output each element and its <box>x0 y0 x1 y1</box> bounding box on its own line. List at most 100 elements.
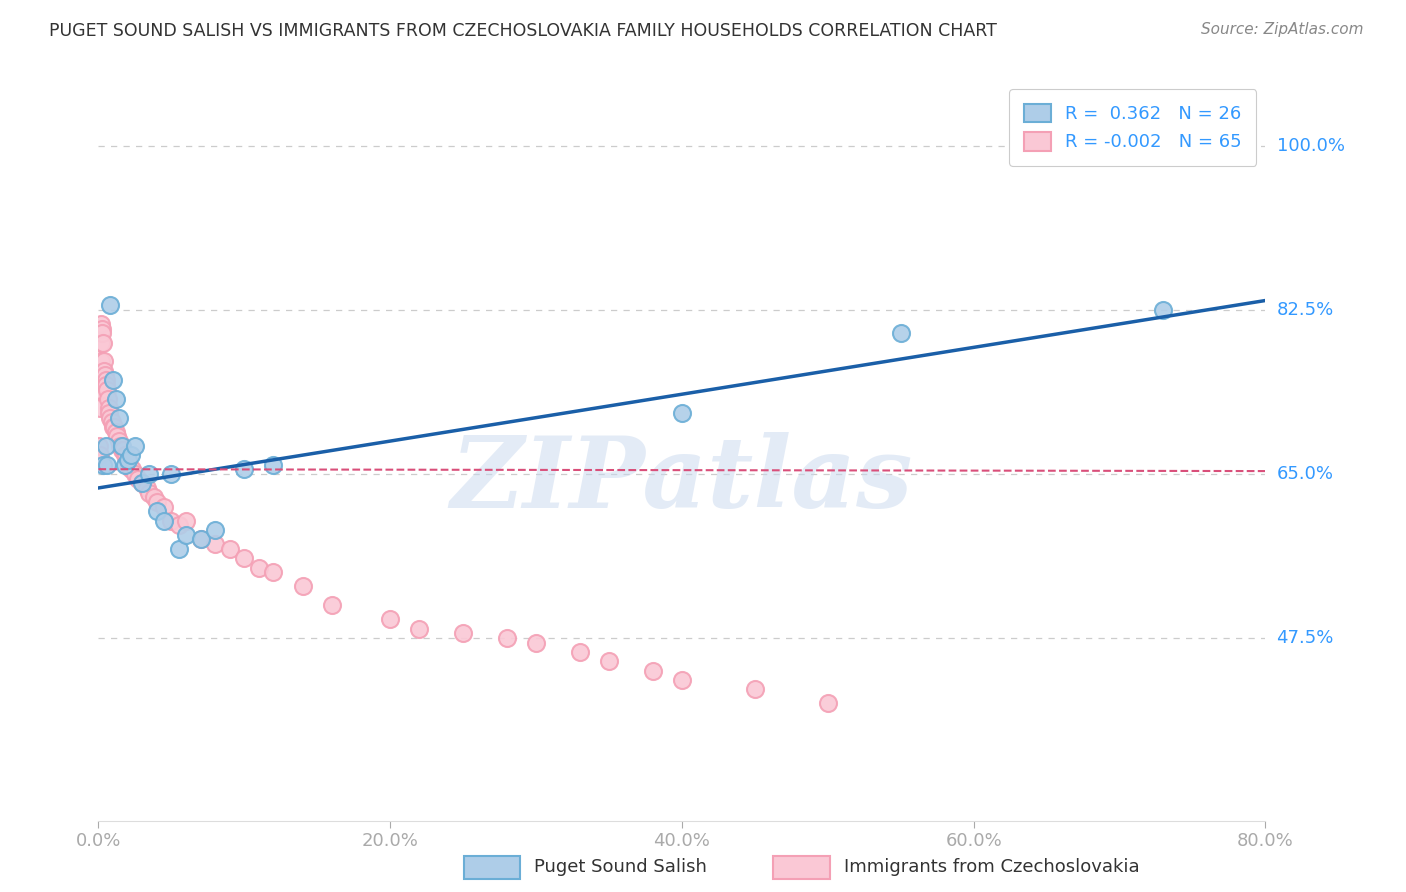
Point <box>93 354 115 368</box>
Point <box>378 612 402 626</box>
Point <box>153 500 176 514</box>
Point <box>98 406 121 420</box>
Point <box>233 551 256 566</box>
Point <box>131 476 153 491</box>
Point <box>124 467 146 481</box>
Point <box>114 458 136 472</box>
Text: Immigrants from Czechoslovakia: Immigrants from Czechoslovakia <box>844 858 1139 877</box>
Point <box>451 626 474 640</box>
Point <box>204 523 226 537</box>
Point <box>101 420 124 434</box>
Point <box>89 401 111 416</box>
Point <box>91 458 114 472</box>
Point <box>90 335 112 350</box>
Point <box>160 467 183 481</box>
Point <box>641 664 664 678</box>
Point <box>98 410 121 425</box>
Point <box>568 645 591 659</box>
Point <box>142 491 165 505</box>
Point <box>1152 302 1174 317</box>
Text: 47.5%: 47.5% <box>1277 629 1334 647</box>
Point <box>110 439 132 453</box>
Point <box>90 321 112 335</box>
Point <box>190 533 212 547</box>
Point <box>174 528 197 542</box>
Point <box>127 472 149 486</box>
Point <box>138 467 160 481</box>
Point <box>408 622 430 636</box>
Point <box>495 631 517 645</box>
Point <box>131 476 153 491</box>
Point <box>94 439 117 453</box>
Point <box>117 453 139 467</box>
Text: ZIPatlas: ZIPatlas <box>451 432 912 528</box>
Point <box>108 410 131 425</box>
Point <box>190 533 212 547</box>
Point <box>117 453 139 467</box>
Point <box>321 598 343 612</box>
Point <box>94 368 117 383</box>
Point <box>233 462 256 476</box>
Text: 65.0%: 65.0% <box>1277 465 1333 483</box>
Point <box>115 448 138 462</box>
Point <box>124 439 146 453</box>
Point <box>97 392 120 406</box>
Point <box>153 514 176 528</box>
Point <box>817 697 839 711</box>
Point <box>524 635 547 649</box>
Point <box>90 354 112 368</box>
Point <box>90 317 112 331</box>
Legend: R =  0.362   N = 26, R = -0.002   N = 65: R = 0.362 N = 26, R = -0.002 N = 65 <box>1010 89 1257 166</box>
Text: 82.5%: 82.5% <box>1277 301 1334 318</box>
Point <box>135 481 157 495</box>
Point <box>262 566 284 580</box>
Point <box>104 425 127 439</box>
Point <box>291 579 314 593</box>
Point <box>89 448 111 462</box>
Point <box>890 326 912 341</box>
Point <box>114 448 136 462</box>
Point <box>598 654 620 668</box>
Text: 100.0%: 100.0% <box>1277 136 1344 155</box>
Point <box>96 458 118 472</box>
Point <box>120 448 142 462</box>
Point <box>89 383 111 397</box>
Point <box>247 560 270 574</box>
Text: Puget Sound Salish: Puget Sound Salish <box>534 858 707 877</box>
Point <box>146 504 169 518</box>
Point <box>120 462 142 476</box>
Point <box>91 335 114 350</box>
Point <box>108 434 131 448</box>
Point <box>218 541 240 556</box>
Point <box>118 458 141 472</box>
Point <box>671 406 693 420</box>
Point <box>174 514 197 528</box>
Text: Source: ZipAtlas.com: Source: ZipAtlas.com <box>1201 22 1364 37</box>
Point <box>98 298 121 312</box>
Point <box>105 429 128 443</box>
Point <box>100 415 122 429</box>
Point <box>97 401 120 416</box>
Point <box>160 514 183 528</box>
Point <box>111 439 134 453</box>
Point <box>93 364 115 378</box>
Point <box>146 495 169 509</box>
Point <box>96 377 118 392</box>
Point <box>104 392 127 406</box>
Point <box>204 537 226 551</box>
Point <box>101 373 124 387</box>
Point <box>167 518 190 533</box>
Point <box>138 485 160 500</box>
Point <box>94 373 117 387</box>
Point <box>96 383 118 397</box>
Point <box>167 541 190 556</box>
Point <box>744 682 766 697</box>
Point <box>111 443 134 458</box>
Text: PUGET SOUND SALISH VS IMMIGRANTS FROM CZECHOSLOVAKIA FAMILY HOUSEHOLDS CORRELATI: PUGET SOUND SALISH VS IMMIGRANTS FROM CZ… <box>49 22 997 40</box>
Point <box>91 326 114 341</box>
Point <box>262 458 284 472</box>
Point <box>121 462 143 476</box>
Point <box>89 439 111 453</box>
Point <box>112 443 135 458</box>
Point <box>103 420 125 434</box>
